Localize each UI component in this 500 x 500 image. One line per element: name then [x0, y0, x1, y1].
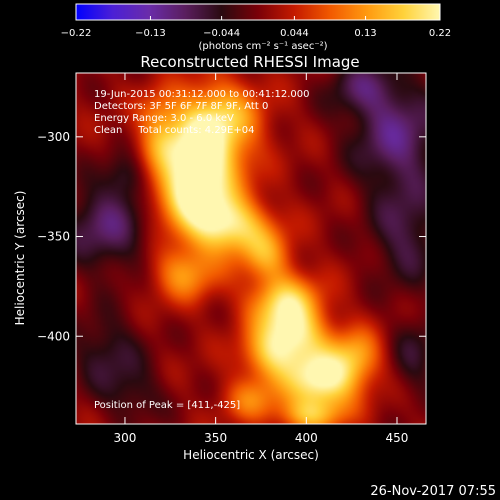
- chart-title: Reconstructed RHESSI Image: [140, 53, 359, 71]
- x-tick-label: 450: [386, 431, 409, 445]
- y-axis: −300 −350 −400: [37, 130, 426, 343]
- colorbar-ticks: −0.22 −0.13 −0.044 0.044 0.13 0.22: [61, 16, 451, 39]
- heatmap: [75, 72, 427, 425]
- y-tick-label: −400: [37, 329, 70, 343]
- colorbar-tick-label: 0.22: [429, 28, 451, 39]
- annotation-clean-counts: Clean Total counts: 4.29E+04: [94, 125, 254, 136]
- colorbar: −0.22 −0.13 −0.044 0.044 0.13 0.22 (photons c…: [61, 3, 451, 52]
- x-tick-label: 300: [114, 431, 137, 445]
- annotation-detectors: Detectors: 3F 5F 6F 7F 8F 9F, Att 0: [94, 101, 268, 112]
- annotation-energy-range: Energy Range: 3.0 - 6.0 keV: [94, 113, 234, 124]
- y-tick-label: −300: [37, 130, 70, 144]
- y-axis-title: Heliocentric Y (arcsec): [13, 191, 27, 326]
- colorbar-tick-label: −0.13: [135, 28, 166, 39]
- colorbar-tick-label: 0.13: [354, 28, 376, 39]
- colorbar-unit-label: (photons cm⁻² s⁻¹ asec⁻²): [198, 41, 327, 52]
- plot-frame: [75, 72, 427, 425]
- footer-date: 26-Nov-2017 07:55: [370, 484, 496, 499]
- y-tick-label: −350: [37, 230, 70, 244]
- colorbar-tick-label: −0.044: [203, 28, 240, 39]
- colorbar-tick-label: 0.044: [280, 28, 309, 39]
- heatmap-image: [76, 73, 426, 424]
- x-tick-label: 350: [204, 431, 227, 445]
- peak-position-label: Position of Peak = [411,-425]: [94, 400, 240, 411]
- annotation-block: 19-Jun-2015 00:31:12.000 to 00:41:12.000…: [94, 89, 310, 411]
- colorbar-tick-label: −0.22: [61, 28, 92, 39]
- x-axis: 300 350 400 450: [114, 73, 409, 445]
- x-axis-title: Heliocentric X (arcsec): [183, 448, 319, 462]
- annotation-time-range: 19-Jun-2015 00:31:12.000 to 00:41:12.000: [94, 89, 310, 100]
- colorbar-gradient: [75, 3, 441, 21]
- x-tick-label: 400: [295, 431, 318, 445]
